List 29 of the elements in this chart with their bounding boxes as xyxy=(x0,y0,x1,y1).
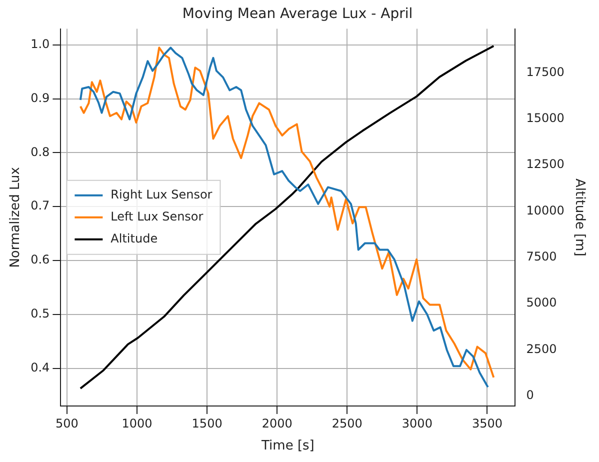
y2-tick-label: 5000 xyxy=(526,296,557,310)
y2-tick-label: 12500 xyxy=(526,157,564,172)
y-tick-label: 0.5 xyxy=(30,306,50,321)
y-tick-label: 0.6 xyxy=(30,252,50,267)
legend-label: Left Lux Sensor xyxy=(110,210,204,224)
x-tick-label: 3000 xyxy=(402,416,432,430)
y2-tick-label: 17500 xyxy=(526,64,564,79)
x-tick-label: 1000 xyxy=(122,416,152,430)
y2-tick-label: 0 xyxy=(526,388,534,402)
y-tick-label: 0.9 xyxy=(30,90,50,105)
y2-tick-label: 10000 xyxy=(526,203,564,218)
y-tick-label: 0.7 xyxy=(30,198,50,213)
legend-label: Altitude xyxy=(110,232,158,246)
y-tick-label: 0.4 xyxy=(30,360,50,374)
y-axis-title: Normalized Lux xyxy=(8,166,24,268)
x-tick-label: 3500 xyxy=(472,416,502,430)
chart-title: Moving Mean Average Lux - April xyxy=(182,6,413,22)
y2-tick-label: 15000 xyxy=(526,111,564,126)
legend-label: Right Lux Sensor xyxy=(110,188,212,202)
x-axis-title: Time [s] xyxy=(260,438,314,454)
y-tick-label: 1.0 xyxy=(30,37,50,52)
y-tick-label: 0.8 xyxy=(30,144,50,159)
y2-tick-label: 7500 xyxy=(526,249,557,264)
y2-tick-label: 2500 xyxy=(526,342,557,356)
x-tick-label: 500 xyxy=(56,416,78,430)
x-tick-label: 1500 xyxy=(192,416,222,430)
y2-axis-title: Altitude [m] xyxy=(572,178,587,256)
x-tick-label: 2500 xyxy=(332,416,362,430)
x-tick-label: 2000 xyxy=(262,416,292,430)
